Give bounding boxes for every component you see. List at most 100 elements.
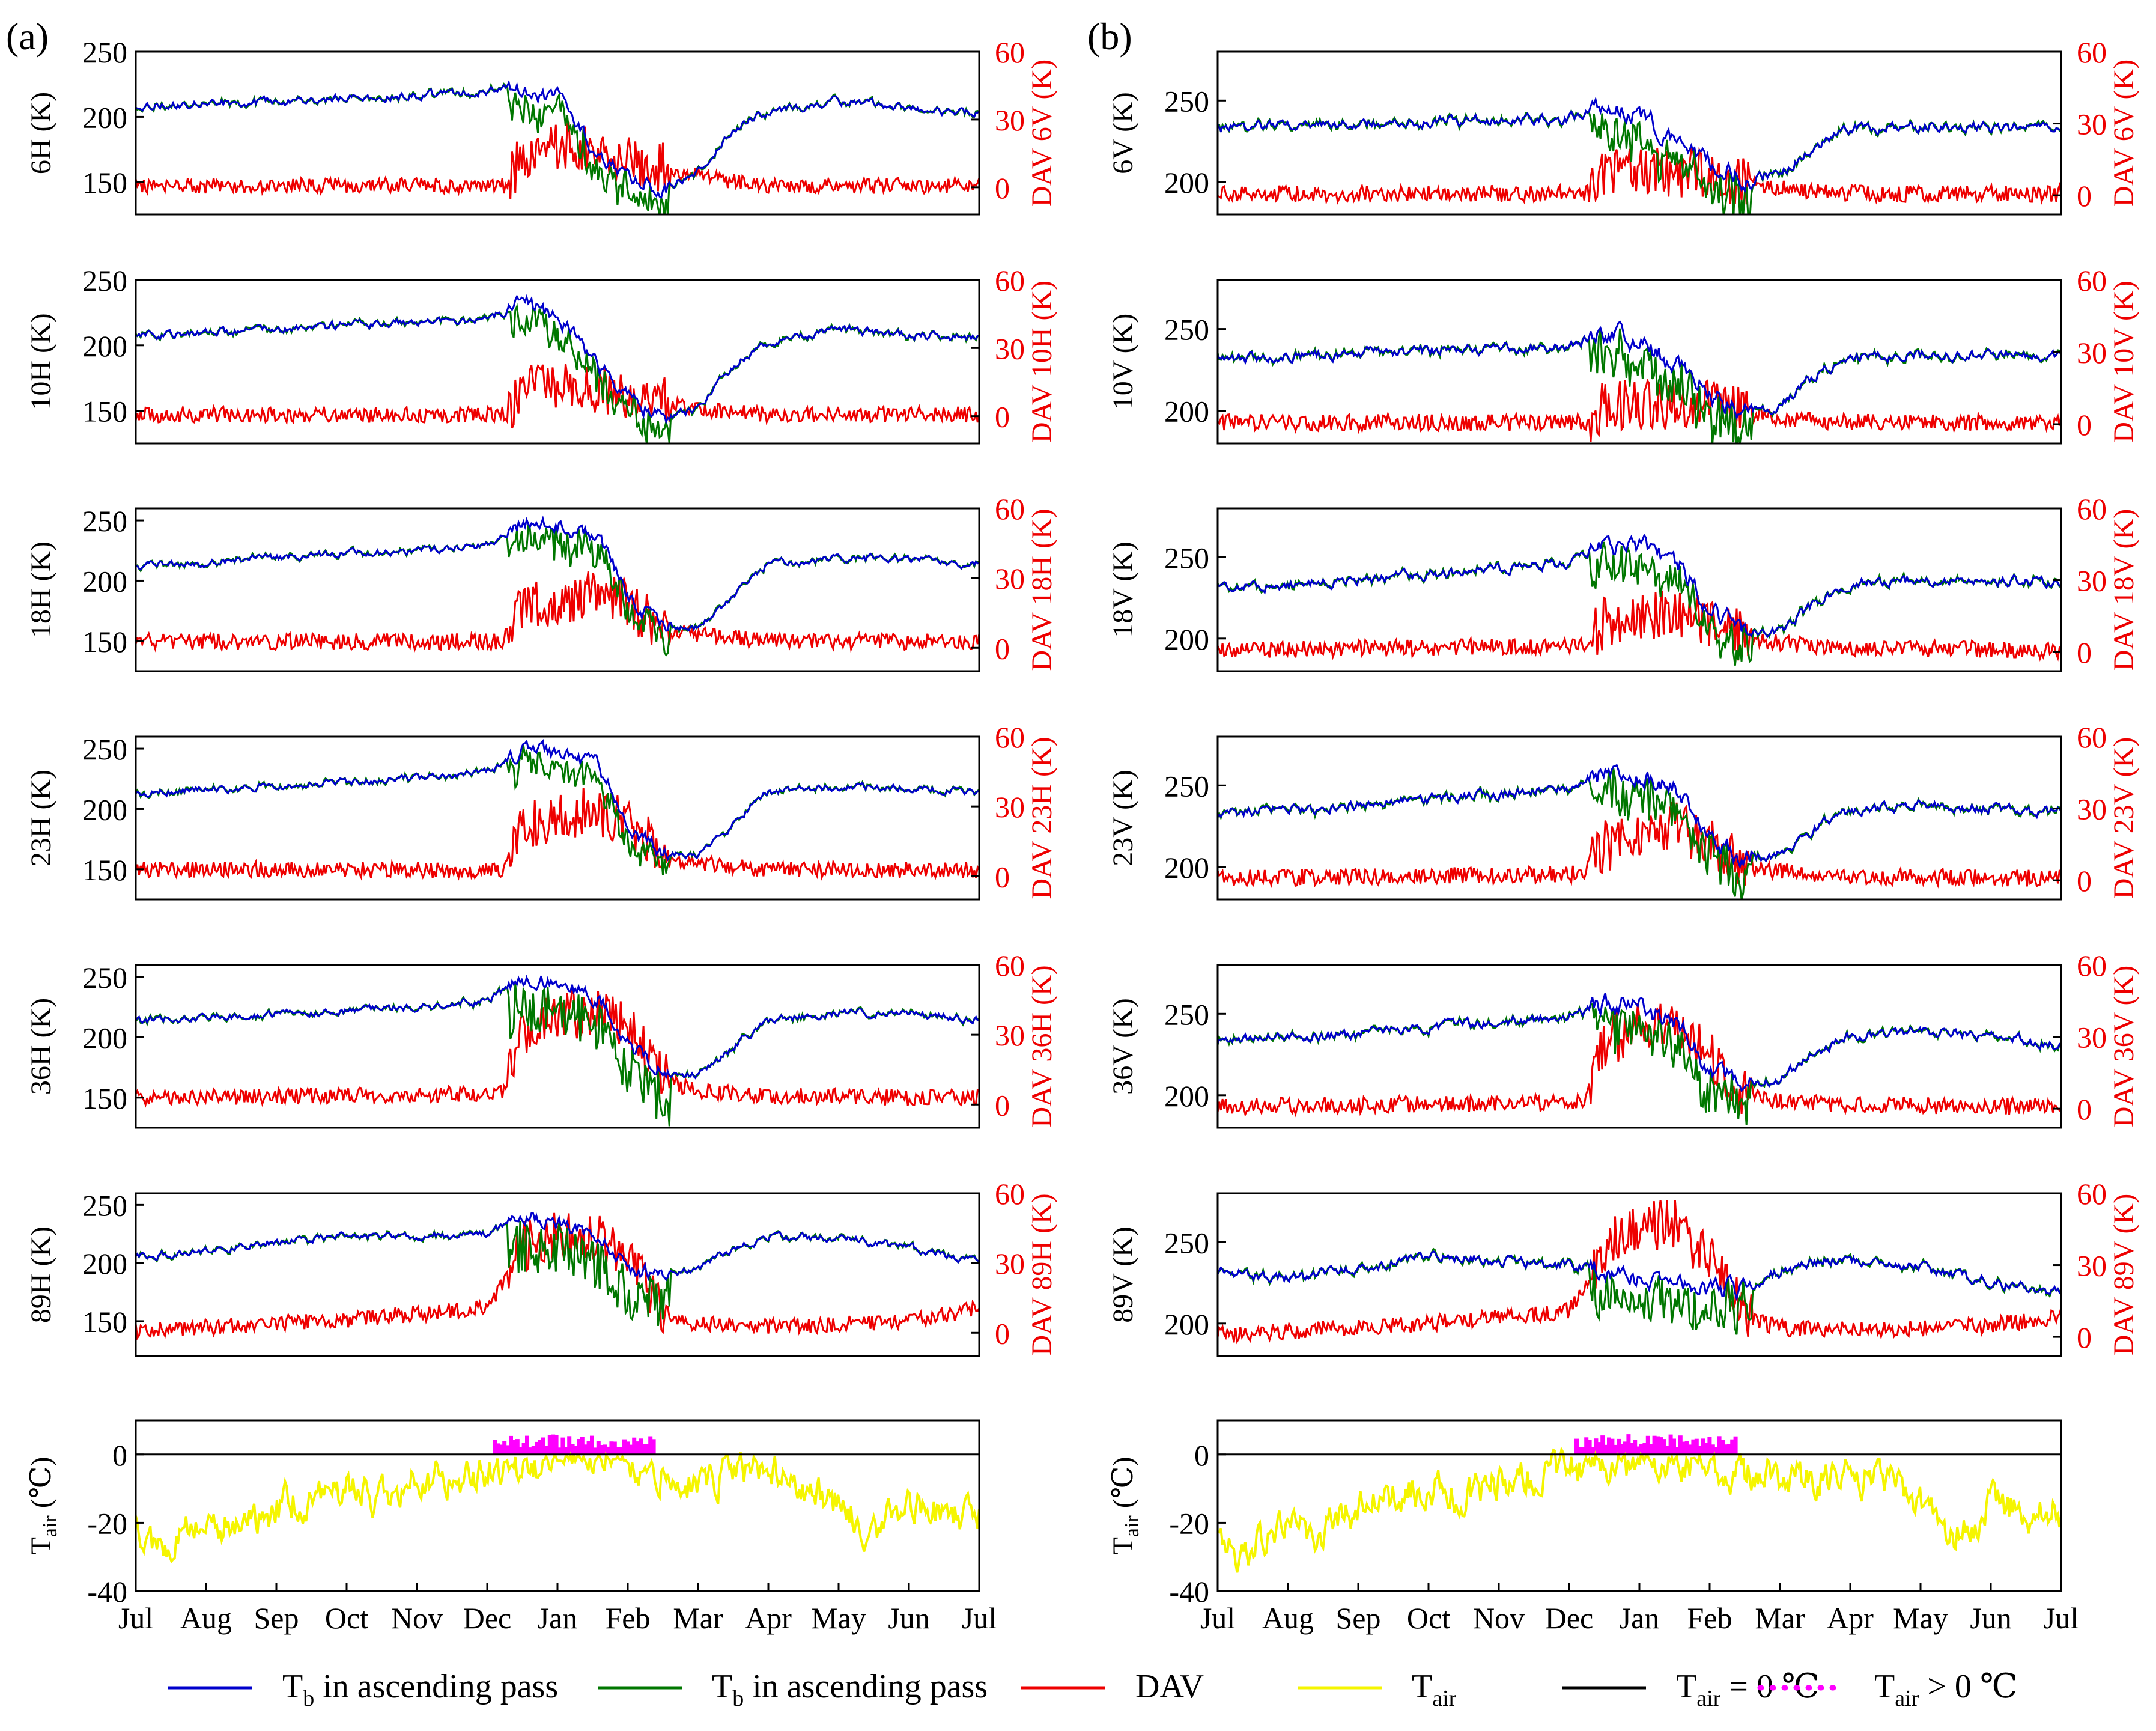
y-tick-label: 250 bbox=[82, 504, 127, 538]
y-axis-label: 6H (K) bbox=[25, 92, 57, 174]
y-tick-label: 250 bbox=[82, 732, 127, 766]
tair-above-zero-mark bbox=[1704, 1443, 1708, 1455]
y2-axis-label: DAV 6V (K) bbox=[2108, 59, 2140, 207]
dav-series bbox=[136, 987, 979, 1108]
y-tick-label: 250 bbox=[82, 961, 127, 994]
y2-tick-label: 60 bbox=[995, 264, 1025, 297]
y-tick-label: 250 bbox=[82, 264, 127, 297]
y2-tick-label: 0 bbox=[2077, 1321, 2092, 1354]
tb-green-series bbox=[1218, 768, 2061, 899]
plot-frame bbox=[1216, 507, 2062, 672]
tair-above-zero-mark bbox=[1656, 1436, 1660, 1455]
tair-above-zero-mark bbox=[496, 1443, 500, 1455]
tair-above-zero-mark bbox=[1603, 1444, 1608, 1455]
x-tick-label: Feb bbox=[1687, 1601, 1732, 1635]
tair-above-zero-mark bbox=[538, 1440, 542, 1455]
tair-above-zero-mark bbox=[1701, 1438, 1705, 1455]
y-tick-label: 200 bbox=[82, 792, 127, 826]
x-tick-label: Nov bbox=[1473, 1601, 1525, 1635]
plot-frame bbox=[1216, 1419, 2062, 1592]
x-tick-label: Jan bbox=[1620, 1601, 1660, 1635]
legend-label-main: T bbox=[712, 1668, 732, 1705]
y2-axis-label: DAV 89V (K) bbox=[2108, 1194, 2140, 1355]
y-tick-label: 200 bbox=[1164, 166, 1209, 199]
series-group bbox=[136, 738, 979, 881]
tair-above-zero-mark bbox=[1581, 1447, 1585, 1455]
legend-label-main: DAV bbox=[1135, 1668, 1204, 1705]
x-tick-label: Oct bbox=[325, 1601, 368, 1635]
x-tick-label: Jul bbox=[118, 1601, 153, 1635]
dav-series bbox=[136, 121, 979, 199]
x-tick-label: Mar bbox=[1755, 1601, 1805, 1635]
series-group bbox=[1218, 96, 2061, 214]
tair-above-zero-mark bbox=[1659, 1437, 1663, 1455]
y2-tick-label: 60 bbox=[995, 35, 1025, 69]
tair-above-zero-mark bbox=[1633, 1440, 1638, 1455]
y2-tick-label: 30 bbox=[2077, 1249, 2107, 1283]
tair-above-zero-mark bbox=[603, 1444, 607, 1455]
dav-series bbox=[136, 571, 979, 653]
y2-tick-label: 60 bbox=[2077, 1177, 2107, 1211]
y2-tick-label: 60 bbox=[2077, 720, 2107, 754]
tair-above-zero-mark bbox=[1698, 1446, 1702, 1455]
dav-series bbox=[1218, 147, 2061, 205]
tb-green-series bbox=[136, 744, 979, 875]
tair-above-zero-marks bbox=[1574, 1434, 1738, 1455]
tair-axis-label-main: T bbox=[25, 1537, 57, 1554]
plot-frame bbox=[135, 1419, 980, 1592]
subplot-a-2: 0 30 60 DAV 10H (K) 10H (K) 150 200 250 bbox=[25, 264, 1058, 445]
tair-above-zero-mark bbox=[560, 1437, 565, 1455]
y-tick-label: 200 bbox=[1164, 395, 1209, 428]
x-tick-label: Jan bbox=[538, 1601, 578, 1635]
subplot-b-6: 0 30 60 DAV 89V (K) 89V (K) 200 250 bbox=[1107, 1177, 2140, 1357]
panel-a-label: (a) bbox=[6, 15, 49, 58]
tair-above-zero-mark bbox=[1645, 1435, 1650, 1455]
y-tick-label: 200 bbox=[1164, 1307, 1209, 1341]
y2-tick-label: 60 bbox=[995, 949, 1025, 982]
series-group bbox=[1218, 764, 2061, 899]
plot-frame bbox=[135, 1192, 980, 1357]
y-axis-label: 18H (K) bbox=[25, 541, 57, 638]
y2-axis-label: DAV 23H (K) bbox=[1026, 737, 1058, 899]
tb-blue-series bbox=[136, 738, 979, 862]
tair-above-zero-mark bbox=[622, 1439, 627, 1455]
plot-frame bbox=[1216, 279, 2062, 445]
x-tick-label: Apr bbox=[1827, 1601, 1874, 1635]
tair-above-zero-mark bbox=[1733, 1436, 1738, 1455]
tair-above-zero-mark bbox=[1610, 1438, 1615, 1455]
y-tick-label: -20 bbox=[1169, 1506, 1209, 1540]
tair-above-zero-mark bbox=[518, 1447, 523, 1455]
tb-blue-series bbox=[1218, 96, 2061, 194]
y-tick-label: -40 bbox=[1169, 1575, 1209, 1608]
y2-tick-label: 30 bbox=[995, 103, 1025, 137]
tair-above-zero-marks bbox=[493, 1434, 656, 1455]
tair-axis-label: Tair (℃) bbox=[25, 1457, 61, 1555]
tair-above-zero-mark bbox=[509, 1435, 513, 1455]
y2-tick-label: 30 bbox=[2077, 564, 2107, 598]
y2-tick-label: 30 bbox=[995, 332, 1025, 365]
tair-above-zero-mark bbox=[1726, 1444, 1731, 1455]
y2-tick-label: 30 bbox=[2077, 336, 2107, 370]
x-tick-label: Sep bbox=[1336, 1601, 1381, 1635]
tair-above-zero-mark bbox=[600, 1445, 604, 1455]
legend-label: Tair bbox=[1412, 1668, 1457, 1711]
tair-above-zero-mark bbox=[1597, 1442, 1602, 1455]
y-tick-label: 150 bbox=[82, 625, 127, 659]
series-group bbox=[1218, 1434, 2061, 1573]
y-tick-label: 250 bbox=[1164, 769, 1209, 803]
tair-above-zero-mark bbox=[541, 1437, 545, 1455]
tair-above-zero-mark bbox=[1730, 1439, 1735, 1455]
legend-label: Tair > 0 ℃ bbox=[1874, 1668, 2018, 1711]
x-tick-label: Dec bbox=[463, 1601, 512, 1635]
x-tick-label: Mar bbox=[673, 1601, 723, 1635]
plot-frame bbox=[135, 507, 980, 672]
tair-above-zero-mark bbox=[1684, 1441, 1689, 1455]
tair-above-zero-mark bbox=[642, 1444, 646, 1455]
tair-above-zero-mark bbox=[639, 1438, 643, 1455]
y-axis-label: 23H (K) bbox=[25, 770, 57, 866]
y-axis-label: 10V (K) bbox=[1107, 314, 1139, 410]
tair-above-zero-mark bbox=[1591, 1447, 1595, 1455]
plot-frame bbox=[1216, 50, 2062, 216]
panel-b-label: (b) bbox=[1087, 15, 1132, 58]
